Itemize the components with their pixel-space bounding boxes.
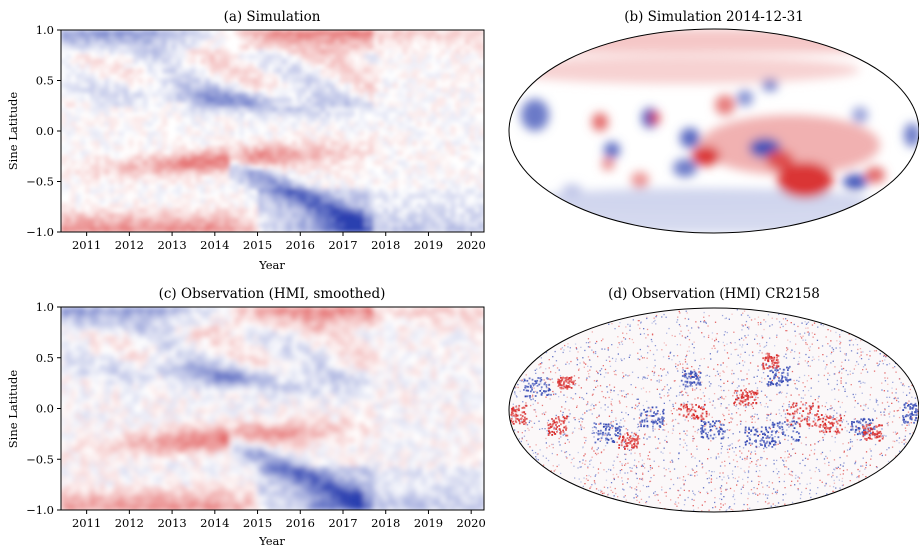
y-tick-label: −1.0 bbox=[26, 503, 54, 517]
x-tick-label: 2014 bbox=[200, 516, 229, 530]
x-tick-label: 2013 bbox=[157, 238, 186, 252]
panel-a-heatmap bbox=[61, 30, 484, 232]
panel-a-title: (a) Simulation bbox=[224, 9, 321, 25]
x-tick-label: 2014 bbox=[200, 238, 229, 252]
panel-b-frame bbox=[508, 28, 919, 234]
panel-a-xlabel: Year bbox=[258, 258, 285, 272]
x-tick-label: 2016 bbox=[286, 516, 315, 530]
y-tick-label: −0.5 bbox=[26, 452, 54, 466]
panel-a-ylabel: Sine Latitude bbox=[6, 92, 20, 171]
x-tick-label: 2018 bbox=[371, 238, 400, 252]
panel-c-title: (c) Observation (HMI, smoothed) bbox=[159, 286, 386, 302]
y-tick-label: 0.5 bbox=[36, 351, 54, 365]
x-tick-label: 2020 bbox=[457, 238, 486, 252]
y-tick-label: 0.0 bbox=[36, 124, 54, 138]
panel-c: (c) Observation (HMI, smoothed) 1.0 0.5 0.… bbox=[6, 286, 486, 547]
panel-b: (b) Simulation 2014-12-31 bbox=[508, 9, 919, 234]
y-tick-label: −1.0 bbox=[26, 225, 54, 239]
x-tick-label: 2018 bbox=[371, 516, 400, 530]
x-tick-label: 2012 bbox=[115, 238, 144, 252]
panel-d-title: (d) Observation (HMI) CR2158 bbox=[608, 286, 820, 302]
x-tick-label: 2011 bbox=[72, 238, 101, 252]
x-tick-label: 2012 bbox=[115, 516, 144, 530]
x-tick-label: 2020 bbox=[457, 516, 486, 530]
x-tick-label: 2011 bbox=[72, 516, 101, 530]
panel-c-heatmap bbox=[61, 307, 484, 510]
panel-c-ylabel: Sine Latitude bbox=[6, 370, 20, 449]
panel-b-title: (b) Simulation 2014-12-31 bbox=[624, 9, 804, 25]
x-tick-label: 2019 bbox=[414, 516, 443, 530]
panel-c-xlabel: Year bbox=[258, 534, 285, 547]
panel-d-map bbox=[510, 309, 919, 512]
y-tick-label: 1.0 bbox=[36, 23, 54, 37]
panel-a: (a) Simulation 1.0 0.5 0.0 −0.5 −1.0 2011 201… bbox=[6, 9, 486, 272]
panel-d: (d) Observation (HMI) CR2158 bbox=[508, 286, 919, 513]
x-tick-label: 2019 bbox=[414, 238, 443, 252]
y-tick-label: 0.5 bbox=[36, 74, 54, 88]
x-tick-label: 2015 bbox=[243, 238, 272, 252]
x-tick-label: 2013 bbox=[157, 516, 186, 530]
x-tick-label: 2017 bbox=[328, 238, 357, 252]
x-tick-label: 2016 bbox=[286, 238, 315, 252]
y-tick-label: 1.0 bbox=[36, 300, 54, 314]
x-tick-label: 2017 bbox=[328, 516, 357, 530]
panel-d-frame bbox=[508, 307, 919, 513]
y-tick-label: 0.0 bbox=[36, 402, 54, 416]
x-tick-label: 2015 bbox=[243, 516, 272, 530]
y-tick-label: −0.5 bbox=[26, 175, 54, 189]
